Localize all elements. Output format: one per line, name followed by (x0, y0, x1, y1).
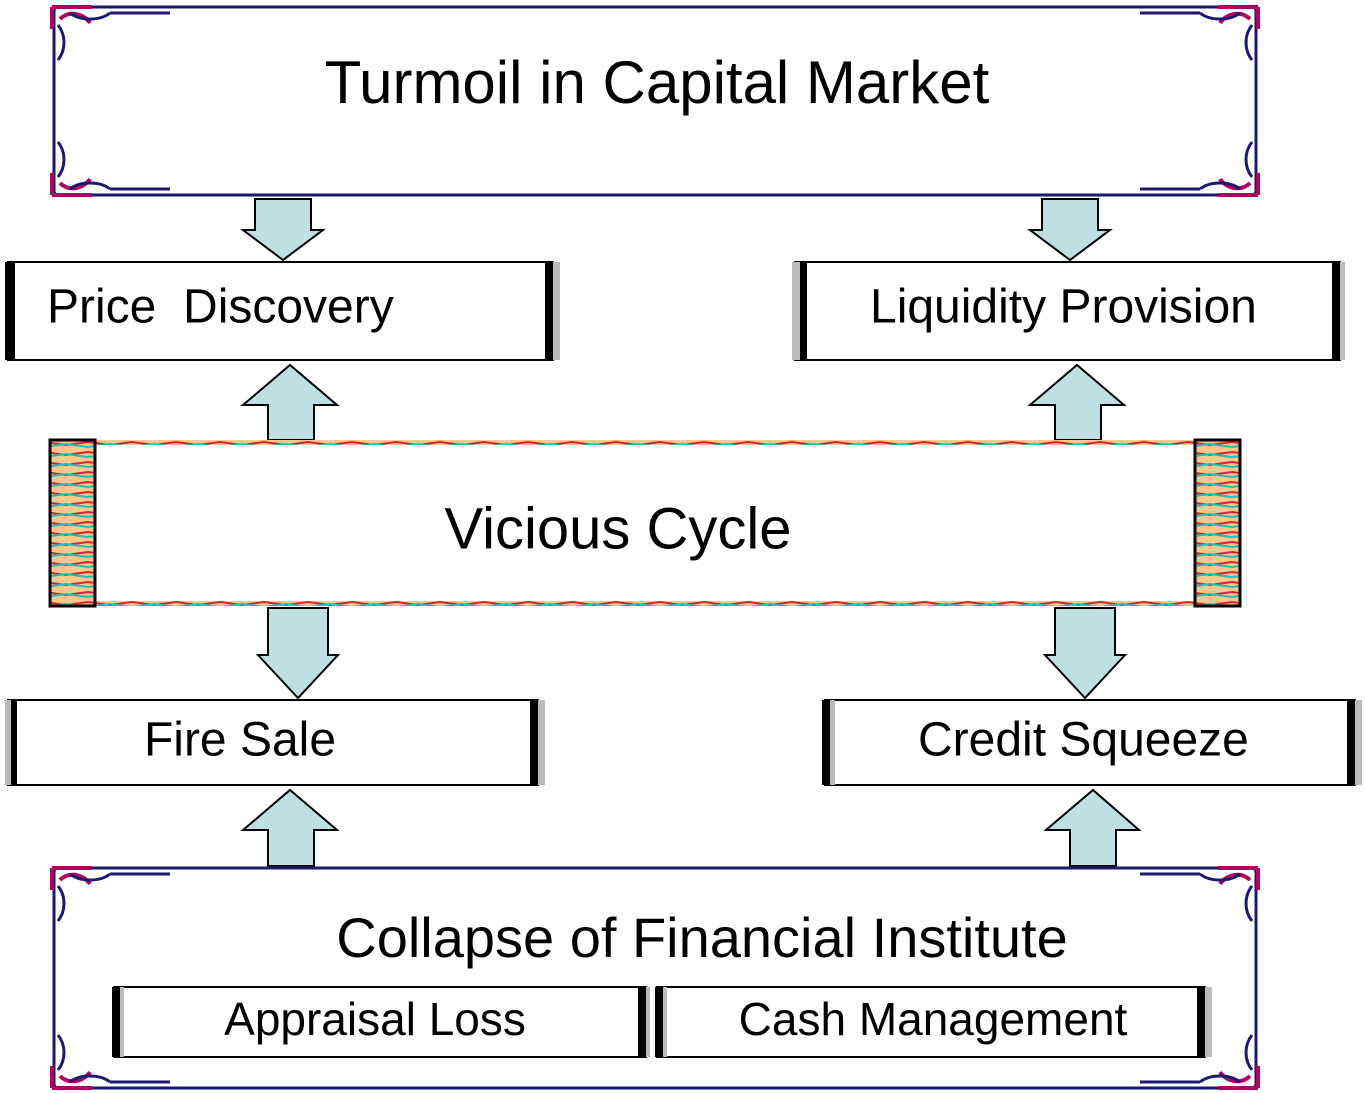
bottom-title: Collapse of Financial Institute (336, 906, 1068, 969)
bottom-frame: Collapse of Financial Institute Appraisa… (52, 868, 1258, 1088)
arrow-down (258, 608, 338, 698)
cash-management-box: Cash Management (655, 987, 1212, 1057)
arrow-down (1030, 199, 1110, 260)
vicious-cycle-box: Vicious Cycle (50, 440, 1240, 606)
node-label: Liquidity Provision (870, 281, 1257, 334)
arrow-up (1046, 790, 1139, 866)
fire-sale-box: Fire Sale (5, 700, 545, 785)
credit-squeeze-box: Credit Squeeze (822, 700, 1362, 785)
arrow-up (243, 790, 337, 866)
arrow-down (1045, 608, 1125, 698)
item-label: Appraisal Loss (224, 993, 526, 1045)
node-label: Price Discovery (47, 281, 394, 334)
liquidity-provision-box: Liquidity Provision (792, 262, 1345, 360)
top-frame: Turmoil in Capital Market (52, 7, 1258, 195)
arrow-up (1030, 365, 1124, 440)
node-label: Credit Squeeze (918, 714, 1249, 767)
item-label: Cash Management (739, 993, 1128, 1045)
arrow-up (243, 365, 337, 440)
arrow-down (243, 199, 323, 260)
node-label: Vicious Cycle (444, 496, 791, 561)
diagram: Turmoil in Capital Market Price Discover… (0, 0, 1365, 1093)
node-label: Fire Sale (144, 714, 336, 767)
appraisal-loss-box: Appraisal Loss (112, 987, 650, 1057)
price-discovery-box: Price Discovery (5, 262, 560, 360)
top-title: Turmoil in Capital Market (325, 49, 990, 116)
